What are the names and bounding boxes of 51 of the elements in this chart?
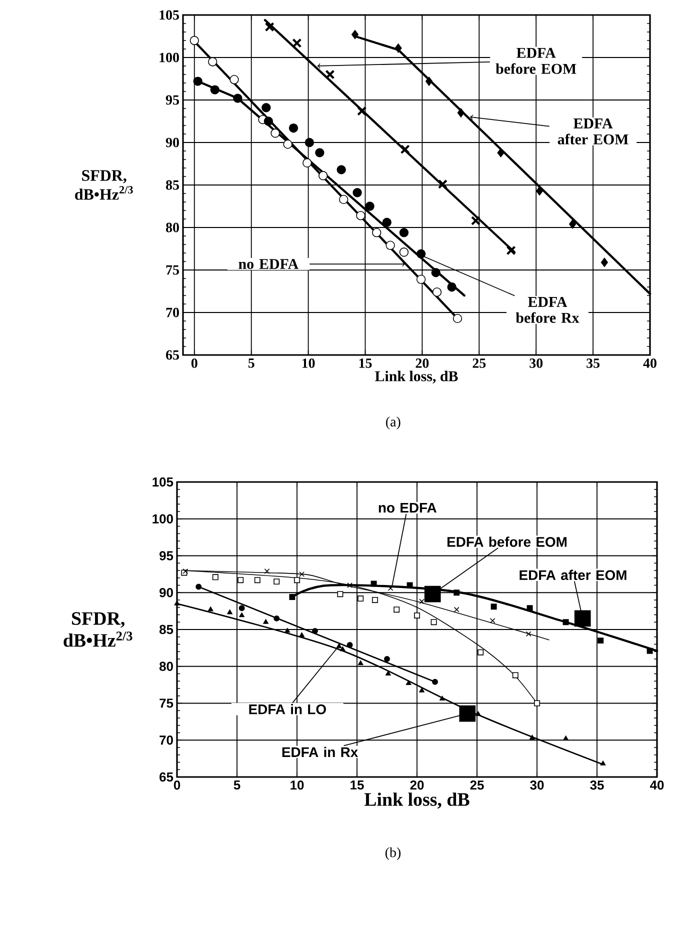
x-tick-label: 20 — [416, 358, 429, 368]
y-tick-label: 80 — [159, 662, 173, 671]
x-tick-label: 40 — [650, 780, 664, 790]
x-axis-title: Link loss, dB — [364, 792, 470, 809]
annotation: EDFA after EOM — [558, 118, 628, 144]
y-tick-label: 95 — [160, 551, 174, 560]
x-tick-label: 20 — [410, 780, 424, 790]
x-tick-label: 35 — [586, 358, 600, 368]
x-tick-label: 5 — [248, 358, 254, 368]
annotation: EDFA before EOM — [447, 536, 567, 547]
y-tick-label: 90 — [160, 588, 173, 598]
y-tick-label: 70 — [160, 736, 173, 745]
x-axis-title: Link loss, dB — [375, 370, 458, 384]
annotation: EDFA in LO — [249, 704, 326, 714]
x-tick-label: 10 — [290, 780, 304, 790]
x-tick-label: 25 — [470, 780, 484, 790]
y-tick-label: 100 — [152, 514, 173, 524]
x-tick-label: 0 — [174, 780, 180, 790]
y-tick-label: 105 — [152, 477, 174, 487]
y-tick-label: 75 — [160, 698, 174, 708]
x-tick-label: 15 — [359, 358, 372, 368]
y-tick-label: 85 — [166, 180, 179, 190]
y-tick-label: 65 — [166, 350, 179, 360]
annotation: EDFA before Rx — [516, 296, 580, 323]
text: (b) — [385, 847, 401, 860]
annotation: EDFA after EOM — [520, 570, 626, 580]
y-axis-title: SFDR, dB•Hz$^{2/3}$ — [75, 170, 133, 200]
x-tick-label: 15 — [350, 780, 364, 790]
y-tick-label: 90 — [166, 138, 179, 148]
text: (a) — [386, 416, 400, 430]
y-tick-label: 85 — [159, 624, 174, 634]
x-tick-label: 35 — [590, 780, 604, 790]
y-tick-label: 70 — [166, 308, 179, 318]
x-tick-label: 0 — [191, 358, 198, 368]
y-tick-label: 65 — [160, 772, 174, 782]
y-tick-label: 80 — [166, 222, 179, 232]
x-tick-label: 30 — [530, 358, 543, 368]
annotation: EDFA before EOM — [496, 48, 576, 74]
y-tick-label: 105 — [160, 10, 179, 20]
x-tick-label: 30 — [530, 780, 544, 790]
y-tick-label: 75 — [166, 265, 179, 275]
x-tick-label: 40 — [643, 358, 656, 368]
x-tick-label: 10 — [302, 358, 315, 368]
annotation: EDFA in Rx — [282, 746, 358, 757]
x-tick-label: 25 — [472, 358, 486, 368]
x-tick-label: 5 — [234, 780, 240, 790]
y-tick-label: 95 — [166, 95, 179, 105]
annotation: no EDFA — [238, 259, 298, 270]
y-axis-title: SFDR, dB•Hz$^{2/3}$ — [64, 612, 132, 647]
annotation: no EDFA — [378, 502, 436, 513]
y-tick-label: 100 — [160, 52, 179, 62]
